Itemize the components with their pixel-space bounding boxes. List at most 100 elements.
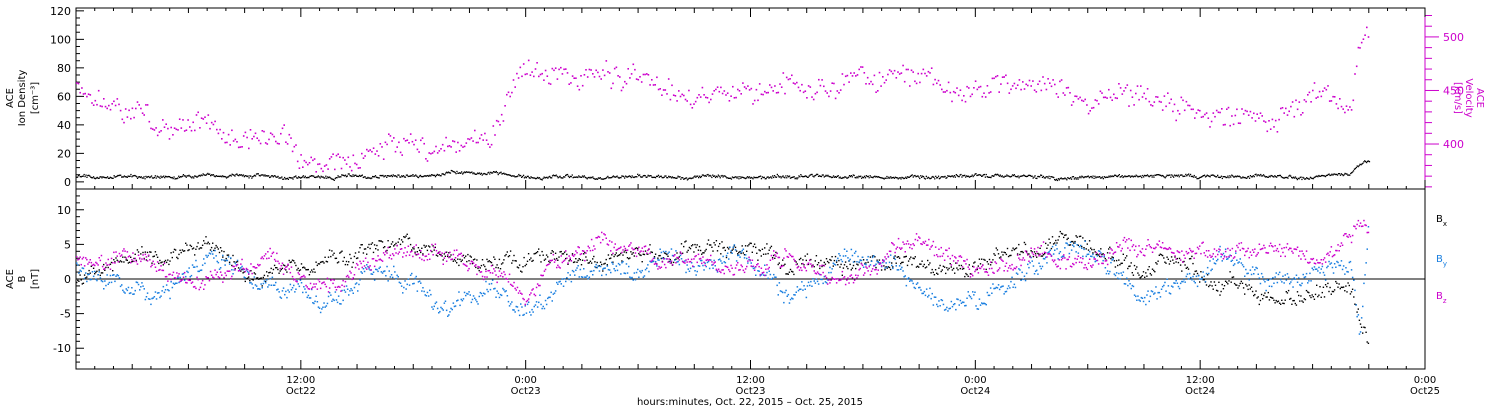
density-point	[345, 176, 348, 178]
density-point	[444, 174, 446, 176]
by-point	[1041, 265, 1044, 268]
velocity-point	[1354, 73, 1356, 75]
bz-point	[85, 257, 87, 259]
velocity-point	[123, 121, 125, 124]
density-point	[1065, 178, 1067, 180]
by-point	[1284, 274, 1286, 276]
velocity-point	[1118, 83, 1120, 85]
density-point	[153, 176, 156, 179]
velocity-point	[200, 117, 203, 119]
density-point	[816, 173, 818, 175]
density-point	[1333, 173, 1335, 175]
by-point	[1360, 317, 1363, 319]
bx-point	[1159, 253, 1162, 255]
density-point	[408, 175, 410, 177]
bx-point	[1274, 302, 1276, 304]
density-point	[1106, 176, 1108, 178]
by-point	[1133, 294, 1136, 296]
bx-point	[795, 261, 797, 263]
density-point	[1105, 176, 1107, 178]
bx-point	[1285, 291, 1287, 293]
density-point	[98, 177, 100, 179]
by-point	[1319, 272, 1321, 274]
density-point	[1020, 175, 1022, 177]
bz-point	[304, 276, 306, 278]
bx-point	[805, 259, 807, 262]
density-point	[1251, 176, 1253, 178]
bz-point	[153, 263, 156, 265]
density-point	[1256, 175, 1258, 177]
velocity-point	[369, 149, 371, 151]
bx-point	[534, 252, 537, 255]
by-point	[556, 281, 558, 284]
velocity-point	[339, 156, 341, 158]
bx-point	[133, 257, 135, 260]
bx-point	[194, 254, 196, 256]
by-point	[355, 282, 358, 284]
bx-point	[1280, 303, 1282, 305]
by-point	[549, 296, 551, 299]
density-point	[976, 174, 978, 177]
velocity-point	[791, 74, 793, 77]
by-point	[706, 261, 709, 264]
by-point	[467, 293, 469, 295]
density-point	[654, 177, 657, 179]
bx-point	[738, 251, 740, 254]
velocity-point	[602, 69, 604, 71]
velocity-point	[130, 117, 132, 120]
bz-point	[221, 274, 223, 276]
by-point	[1067, 244, 1069, 246]
velocity-point	[770, 86, 773, 89]
bx-point	[1049, 242, 1051, 244]
bx-point	[518, 264, 521, 266]
bz-point	[123, 248, 125, 250]
velocity-point	[441, 143, 444, 146]
by-point	[1258, 277, 1261, 279]
bx-point	[181, 249, 184, 251]
bx-point	[281, 267, 284, 270]
bx-point	[617, 254, 620, 257]
density-point	[865, 175, 867, 177]
density-point	[898, 177, 900, 179]
bx-point	[457, 258, 459, 260]
by-point	[1141, 297, 1144, 299]
bx-point	[912, 257, 914, 259]
density-point	[817, 173, 819, 176]
bx-point	[208, 243, 211, 245]
by-point	[512, 309, 514, 311]
velocity-point	[1155, 96, 1157, 98]
density-point	[869, 175, 871, 177]
bx-point	[1175, 261, 1177, 263]
density-point	[124, 176, 126, 178]
velocity-point	[1286, 114, 1289, 116]
bx-point	[431, 250, 433, 253]
density-point	[486, 173, 488, 176]
bx-point	[643, 253, 646, 256]
density-point	[936, 177, 938, 179]
density-point	[1120, 176, 1122, 178]
bx-point	[362, 252, 365, 254]
by-point	[351, 289, 353, 292]
by-point	[76, 262, 78, 264]
by-point	[1031, 260, 1033, 262]
velocity-point	[345, 163, 348, 165]
by-point	[760, 274, 763, 276]
velocity-point	[996, 75, 999, 77]
velocity-point	[607, 71, 609, 73]
density-point	[1024, 175, 1026, 177]
bx-point	[784, 263, 786, 265]
velocity-point	[1226, 108, 1228, 110]
bx-point	[210, 246, 213, 249]
density-point	[340, 176, 342, 178]
velocity-point	[743, 86, 746, 88]
density-point	[245, 175, 247, 177]
bx-point	[381, 241, 384, 243]
velocity-point	[425, 158, 427, 160]
velocity-point	[342, 156, 344, 159]
density-point	[873, 176, 875, 178]
velocity-point	[868, 83, 871, 85]
bx-point	[486, 258, 488, 261]
velocity-point	[374, 153, 377, 155]
bx-point	[1066, 238, 1068, 241]
bx-point	[141, 246, 143, 248]
